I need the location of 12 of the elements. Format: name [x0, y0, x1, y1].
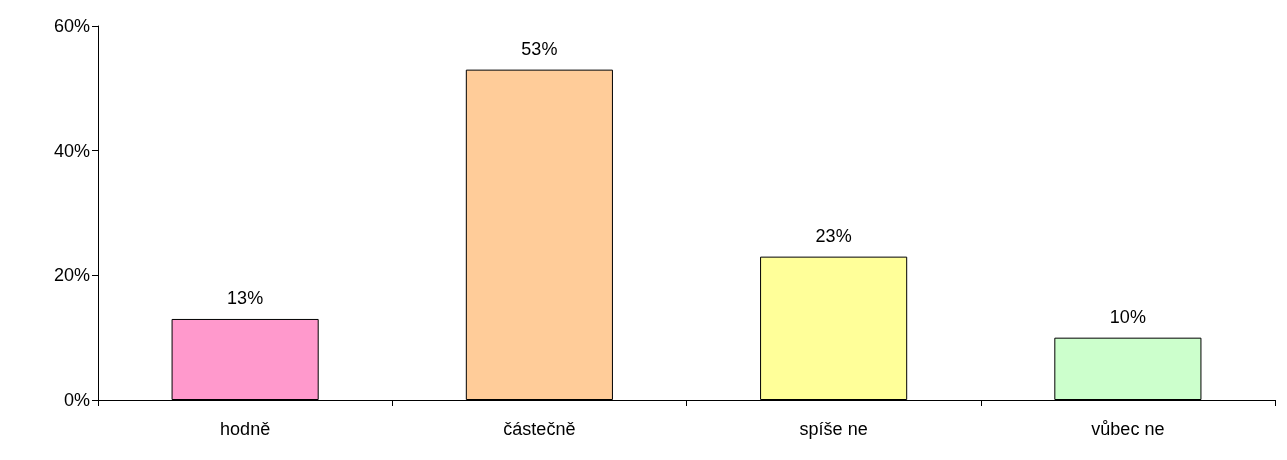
- x-tick-label: částečně: [503, 419, 576, 439]
- x-tick-label: hodně: [220, 419, 271, 439]
- x-tick-label: spíše ne: [799, 419, 868, 439]
- data-label: 13%: [227, 287, 264, 308]
- x-tick-label: vůbec ne: [1091, 419, 1165, 439]
- data-label: 10%: [1109, 306, 1146, 327]
- data-label: 23%: [815, 225, 852, 246]
- y-tick-label: 60%: [53, 16, 90, 36]
- y-tick-label: 20%: [53, 265, 90, 286]
- data-label: 53%: [521, 38, 558, 59]
- y-tick-label: 40%: [53, 140, 90, 161]
- y-tick-label: 0%: [63, 390, 90, 410]
